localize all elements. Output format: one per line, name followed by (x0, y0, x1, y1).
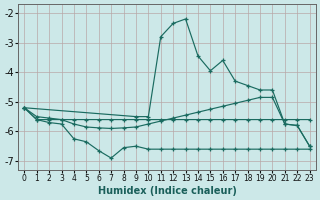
X-axis label: Humidex (Indice chaleur): Humidex (Indice chaleur) (98, 186, 236, 196)
